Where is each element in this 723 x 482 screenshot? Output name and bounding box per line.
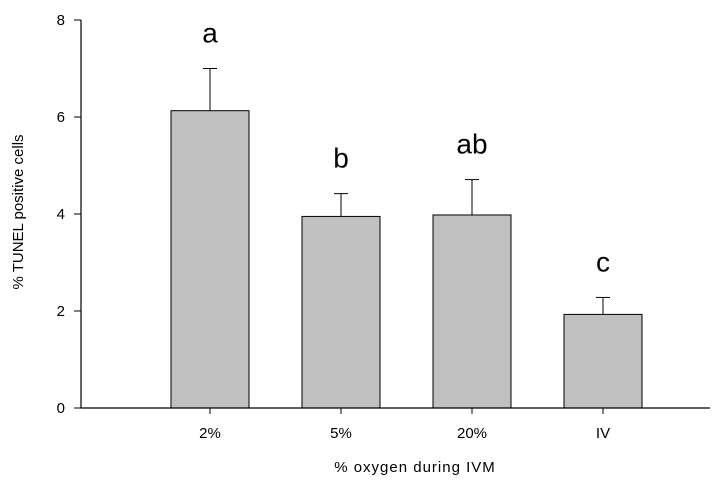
significance-labels-layer: ab abc [202, 18, 610, 278]
y-tick-label-3: 4 [57, 206, 65, 223]
bar-3 [432, 214, 512, 409]
significance-label-4: c [596, 246, 610, 277]
x-tick-label-2: 5% [330, 425, 352, 442]
x-ticks-layer: 2% 5% 20% IV [199, 408, 610, 442]
bar-4 [563, 313, 643, 409]
y-tick-label-4: 6 [57, 109, 65, 126]
x-tick-label-4: IV [596, 425, 610, 442]
x-tick-label-1: 2% [199, 425, 221, 442]
y-tick-label-2: 2 [57, 303, 65, 320]
significance-label-3: ab [456, 129, 487, 160]
x-tick-label-3: 20% [457, 425, 487, 442]
y-ticks-layer: 0 2 4 6 8 [57, 12, 81, 417]
bars-layer [170, 110, 643, 409]
y-axis-title: % TUNEL positive cells [10, 134, 27, 289]
significance-label-2: b [333, 143, 349, 174]
y-tick-label-5: 8 [57, 12, 65, 29]
x-axis-title: % oxygen during IVM [334, 459, 496, 476]
y-tick-label-1: 0 [57, 400, 65, 417]
error-bars-layer [203, 68, 610, 315]
significance-label-1: a [202, 18, 218, 49]
bar-2 [301, 215, 381, 409]
bar-1 [170, 110, 250, 409]
